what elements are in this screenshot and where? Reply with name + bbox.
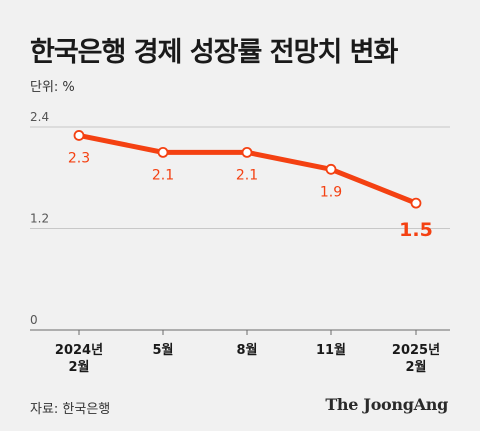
x-tick-label: 2월 xyxy=(68,359,89,375)
brand-logo: The JoongAng xyxy=(325,395,448,414)
data-label: 2.1 xyxy=(152,167,174,183)
x-tick-label: 5월 xyxy=(152,342,173,358)
data-label: 2.1 xyxy=(236,167,258,183)
chart-title: 한국은행 경제 성장률 전망치 변화 xyxy=(30,37,398,68)
data-point xyxy=(410,197,422,209)
y-tick-label: 1.2 xyxy=(30,212,49,226)
x-tick-label: 8월 xyxy=(236,342,257,358)
data-point xyxy=(157,146,169,158)
source-note: 자료: 한국은행 xyxy=(30,402,111,417)
x-tick-label: 2월 xyxy=(405,359,426,375)
x-tick-label: 2025년 xyxy=(392,343,440,358)
y-tick-label: 0 xyxy=(30,313,38,327)
x-tick-label: 11월 xyxy=(316,342,346,358)
data-point xyxy=(73,130,85,141)
data-point xyxy=(241,146,253,158)
unit-label: 단위: % xyxy=(30,80,75,95)
x-tick-label: 2024년 xyxy=(55,343,103,358)
data-label: 1.5 xyxy=(399,219,433,241)
data-label: 2.3 xyxy=(68,150,90,166)
data-label: 1.9 xyxy=(320,184,342,200)
data-point xyxy=(325,163,337,175)
y-tick-label: 2.4 xyxy=(30,110,49,124)
